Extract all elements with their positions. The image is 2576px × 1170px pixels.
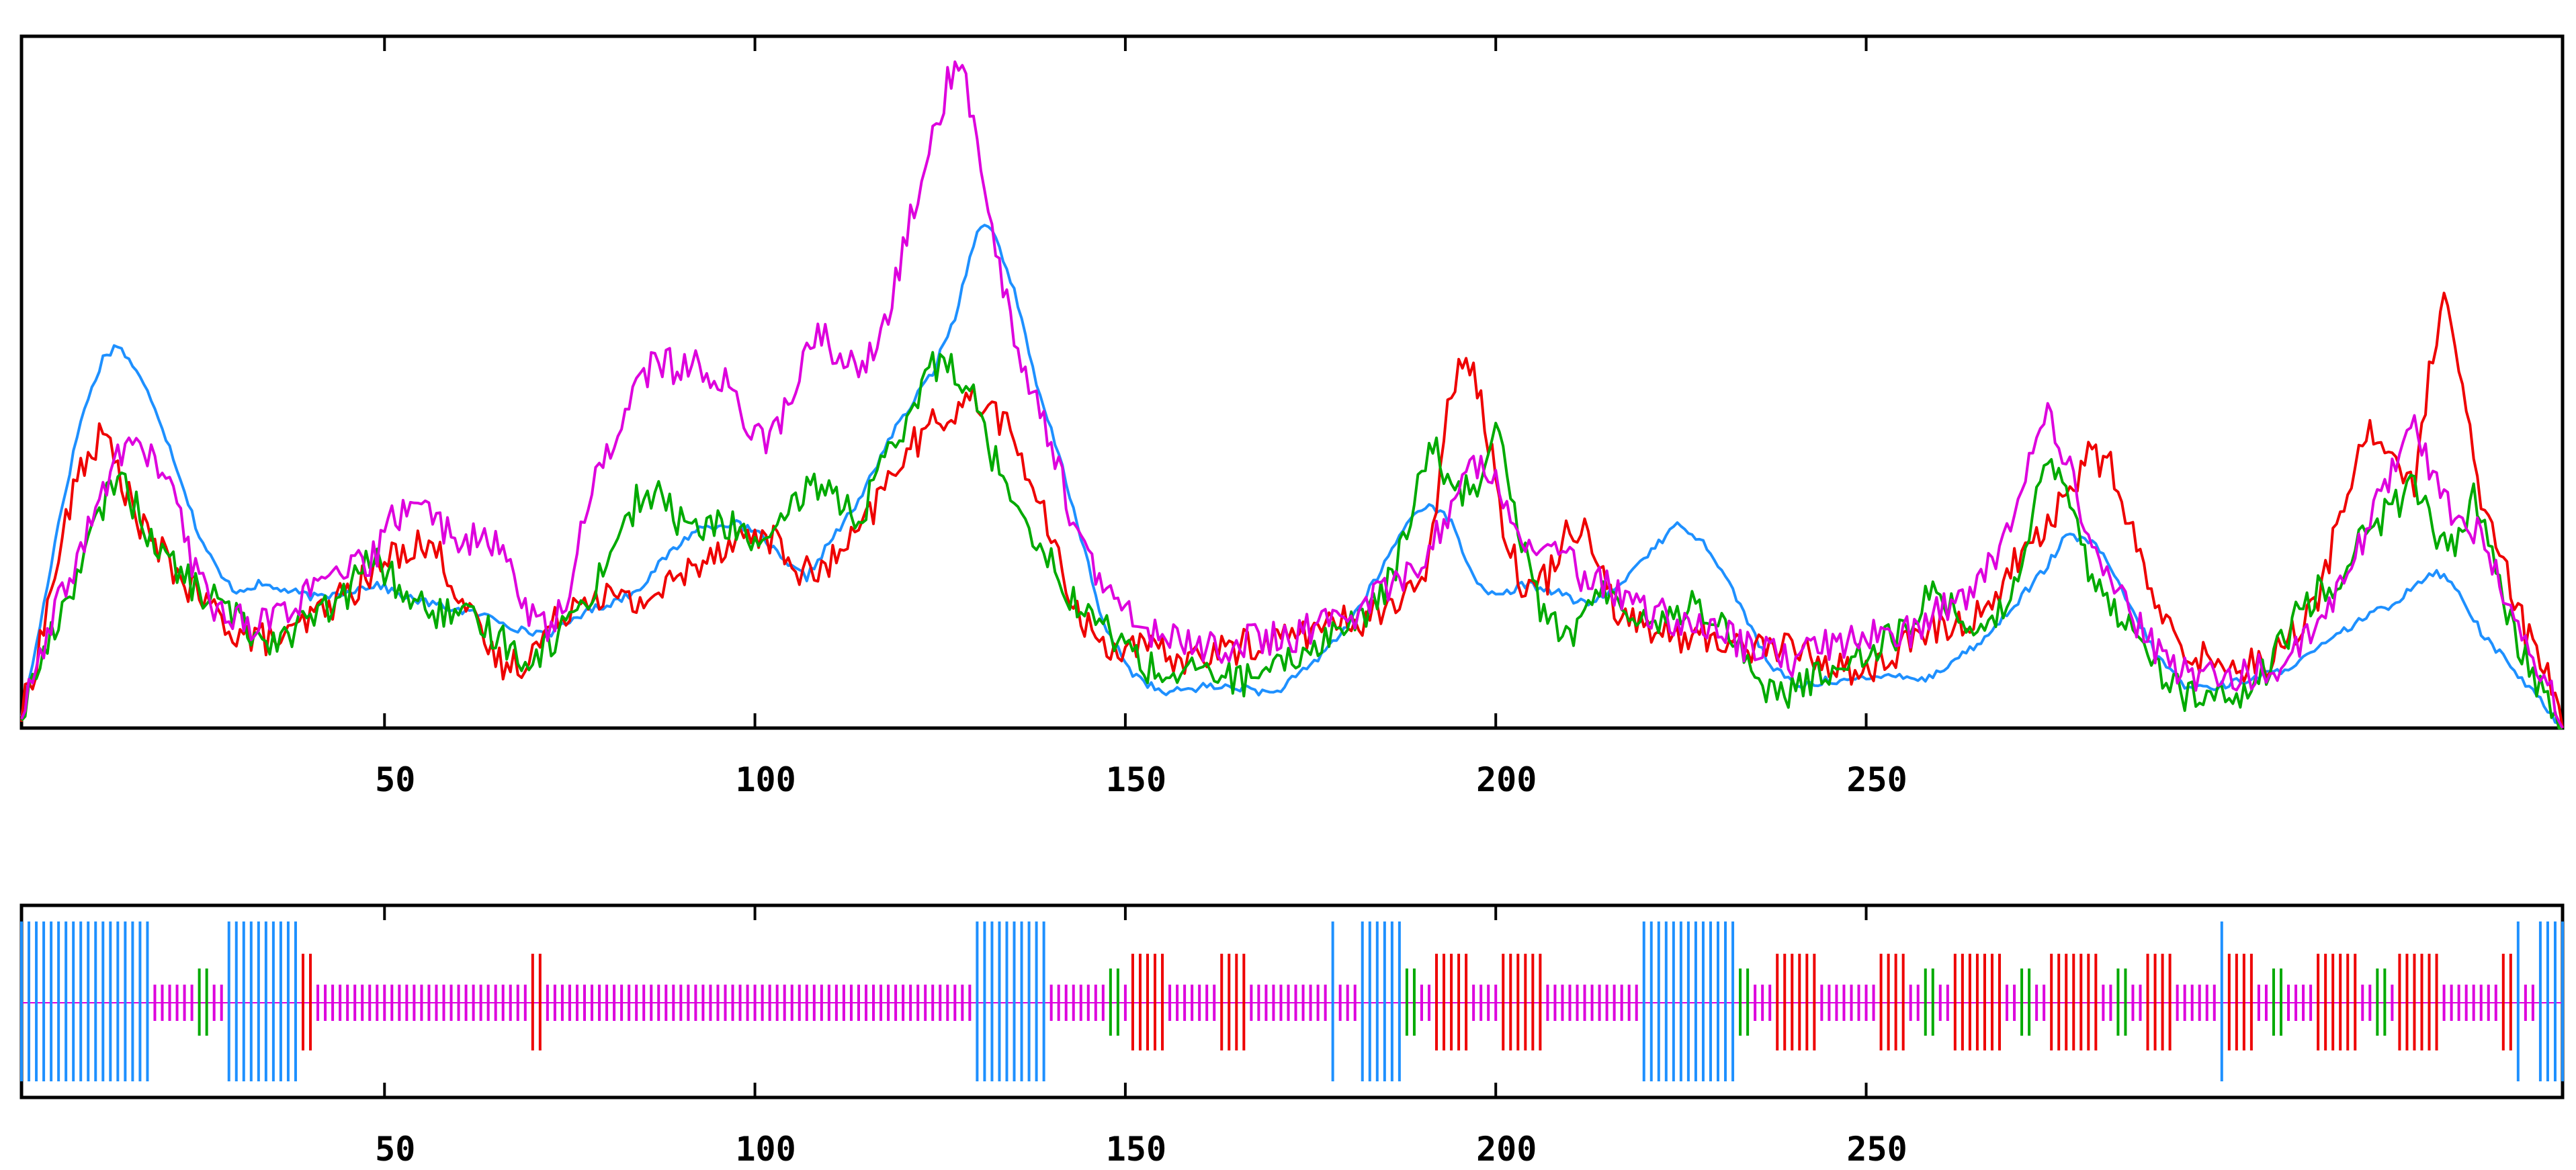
line-chart-tick-label: 150: [1106, 760, 1166, 799]
line-chart-tick-label: 250: [1846, 760, 1907, 799]
line-series-4: [20, 60, 2564, 729]
line-chart-frame: [19, 34, 2565, 730]
state-bar-tick-label: 200: [1476, 1130, 1537, 1169]
line-chart-tick-label: 50: [375, 760, 415, 799]
line-chart-x-ticks: 50 100 150 200 250: [375, 36, 1907, 799]
line-chart-tick-label: 200: [1476, 760, 1537, 799]
line-series-group: [20, 60, 2564, 729]
state-bar-frame: [19, 903, 2565, 1099]
state-bar-tick-label: 150: [1106, 1130, 1166, 1169]
line-chart-panel: 50 100 150 200 250: [19, 34, 2565, 799]
line-chart-tick-label: 100: [735, 760, 796, 799]
state-bar-tick-label: 250: [1846, 1130, 1907, 1169]
state-bars-group: [20, 921, 2564, 1081]
state-bar-tick-label: 100: [735, 1130, 796, 1169]
line-series-2: [20, 291, 2564, 729]
line-series-3: [20, 351, 2563, 729]
state-bar-x-ticks: 50 100 150 200 250: [375, 905, 1907, 1169]
state-bar-tick-label: 50: [375, 1130, 415, 1169]
state-bar-panel: 50 100 150 200 250: [19, 903, 2565, 1169]
